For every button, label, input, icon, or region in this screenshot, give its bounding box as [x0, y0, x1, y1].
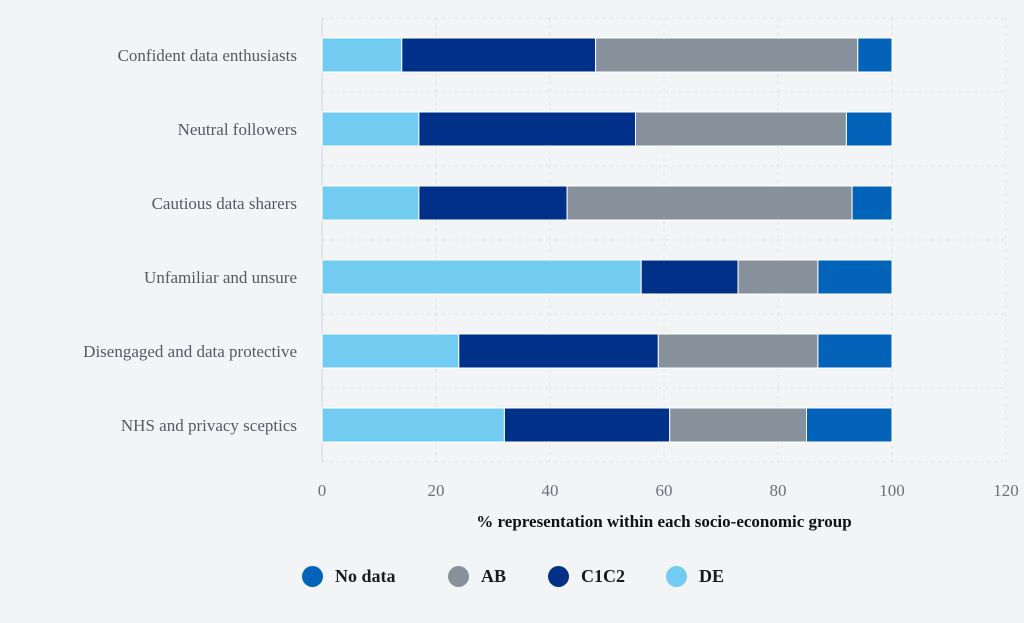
bar-segment-de[interactable]: [321, 37, 403, 73]
bar-segment-c1c2[interactable]: [401, 37, 597, 73]
bar-segment-c1c2[interactable]: [418, 185, 568, 221]
grid-lines: [321, 17, 1007, 463]
bar-segment-ab[interactable]: [737, 259, 819, 295]
bar-segment-no-data[interactable]: [817, 333, 893, 369]
legend-label: AB: [481, 565, 507, 586]
x-tick-label: 120: [993, 481, 1019, 500]
x-tick-label: 60: [656, 481, 673, 500]
category-label: Cautious data sharers: [152, 194, 297, 213]
bar-segment-no-data[interactable]: [817, 259, 893, 295]
bar-segment-c1c2[interactable]: [640, 259, 739, 295]
x-tick-label: 100: [879, 481, 905, 500]
bars: [321, 37, 893, 443]
category-label: Confident data enthusiasts: [118, 46, 297, 65]
legend-item-c1c2[interactable]: C1C2: [548, 560, 625, 592]
category-label: NHS and privacy sceptics: [121, 416, 297, 435]
legend: No data AB C1C2 DE: [0, 560, 1024, 592]
bar-segment-ab[interactable]: [595, 37, 859, 73]
x-tick-labels: 0 20 40 60 80 100 120: [318, 481, 1019, 500]
bar-segment-ab[interactable]: [635, 111, 847, 147]
bar-segment-no-data[interactable]: [851, 185, 893, 221]
bar-segment-c1c2[interactable]: [503, 407, 671, 443]
category-label: Unfamiliar and unsure: [144, 268, 297, 287]
x-tick-label: 20: [428, 481, 445, 500]
legend-swatch: [666, 565, 687, 587]
bar-segment-c1c2[interactable]: [458, 333, 659, 369]
bar-segment-de[interactable]: [321, 259, 642, 295]
legend-label: DE: [699, 565, 725, 586]
legend-item-ab[interactable]: AB: [448, 560, 506, 592]
x-tick-label: 80: [770, 481, 787, 500]
legend-label: C1C2: [581, 565, 625, 586]
legend-label: No data: [335, 565, 396, 586]
bar-segment-de[interactable]: [321, 333, 460, 369]
bar-segment-de[interactable]: [321, 111, 420, 147]
bar-segment-c1c2[interactable]: [418, 111, 636, 147]
bar-segment-ab[interactable]: [657, 333, 819, 369]
bar-segment-de[interactable]: [321, 407, 505, 443]
x-axis-title: % representation within each socio-econo…: [476, 512, 851, 531]
bar-segment-no-data[interactable]: [857, 37, 893, 73]
legend-swatch: [448, 565, 469, 587]
bar-segment-ab[interactable]: [669, 407, 808, 443]
category-label: Disengaged and data protective: [83, 342, 297, 361]
category-label: Neutral followers: [178, 120, 297, 139]
legend-swatch: [548, 565, 569, 587]
legend-item-de[interactable]: DE: [666, 560, 724, 592]
bar-segment-no-data[interactable]: [806, 407, 893, 443]
category-labels: Confident data enthusiasts Neutral follow…: [83, 46, 297, 435]
legend-swatch: [302, 565, 323, 587]
x-tick-label: 0: [318, 481, 327, 500]
bar-segment-no-data[interactable]: [845, 111, 893, 147]
bar-segment-de[interactable]: [321, 185, 420, 221]
bar-segment-ab[interactable]: [566, 185, 853, 221]
legend-item-no-data[interactable]: No data: [302, 560, 396, 592]
x-tick-label: 40: [542, 481, 559, 500]
